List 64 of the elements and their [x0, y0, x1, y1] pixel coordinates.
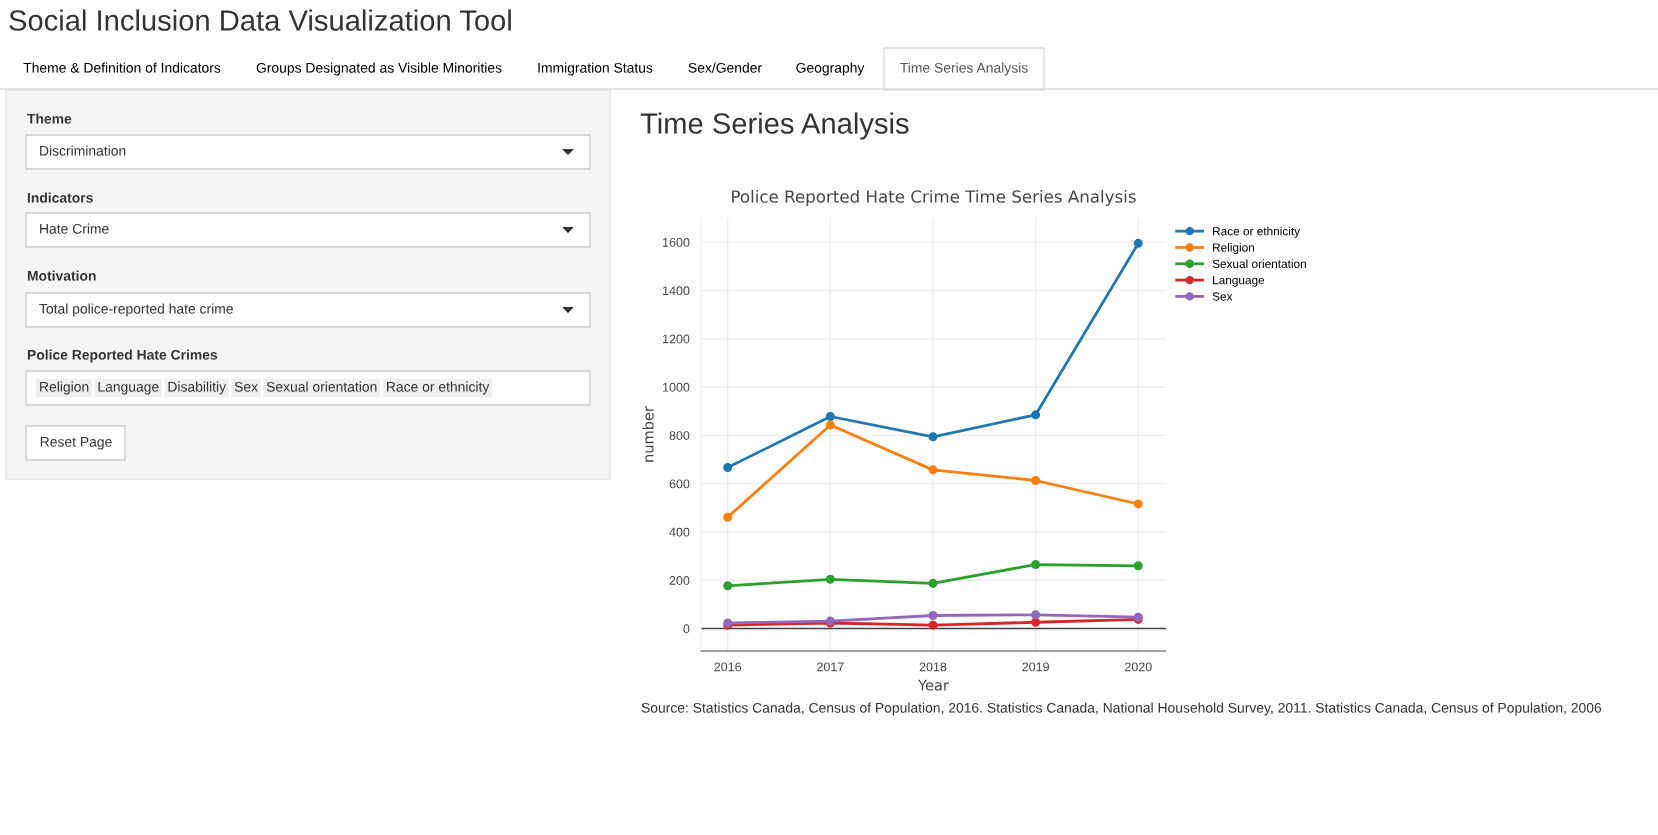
text: Indicators — [27, 192, 93, 203]
point — [928, 620, 938, 630]
text: Reset Page — [40, 437, 112, 450]
point — [825, 411, 835, 422]
text: Hate Crime — [40, 223, 109, 234]
text: Sex — [234, 381, 258, 392]
legend-label: Religion — [1213, 243, 1255, 255]
point — [825, 574, 835, 584]
point — [928, 578, 938, 588]
point — [1133, 499, 1143, 509]
x-tick-label: 2017 — [817, 662, 844, 672]
text: Disabilitiy — [168, 381, 226, 395]
text: Police Reported Hate Crimes — [27, 349, 218, 363]
legend-label: Race or ethnicity — [1213, 226, 1301, 238]
text: Sex/Gender — [688, 62, 762, 73]
text: Race or ethnicity — [387, 381, 490, 395]
legend-label: Sex — [1212, 292, 1233, 301]
text: Religion — [40, 381, 89, 395]
legend-label: Language — [1213, 276, 1265, 287]
point — [723, 462, 733, 472]
text: Immigration Status — [538, 62, 653, 76]
text: Sexual orientation — [266, 381, 377, 392]
text: Discrimination — [40, 145, 126, 156]
point — [723, 581, 733, 591]
y-tick-label: 1000 — [663, 382, 690, 392]
y-tick-label: 0 — [683, 624, 690, 634]
text: Social Inclusion Data Visualization Tool — [9, 9, 511, 31]
y-tick-label: 1600 — [663, 237, 690, 247]
text: Geography — [796, 62, 865, 76]
text: Groups Designated as Visible Minorities — [256, 62, 502, 76]
x-tick-label: 2019 — [1022, 662, 1049, 672]
y-tick-label: 600 — [669, 479, 690, 489]
x-tick-label: 2018 — [919, 662, 947, 672]
x-tick-label: 2016 — [714, 662, 742, 672]
text: Theme & Definition of Indicators — [23, 62, 221, 73]
y-axis-title: number — [642, 406, 654, 462]
point — [825, 420, 835, 430]
source-note: Source: Statistics Canada, Census of Population, 2016. Statistics Canada, National Household Survey, 2011. Statistics Canada, Census of Population, 2006 — [641, 702, 1602, 716]
point — [928, 432, 938, 442]
y-tick-label: 1400 — [663, 286, 690, 296]
point — [723, 512, 733, 522]
legend-label: Sexual orientation — [1212, 259, 1306, 269]
point — [1031, 610, 1041, 620]
point — [1133, 238, 1143, 248]
text: Total police-reported hate crime — [39, 303, 233, 317]
point — [928, 610, 938, 621]
text: Time Series Analysis — [900, 62, 1028, 76]
x-tick-label: 2020 — [1125, 662, 1152, 672]
text: Motivation — [27, 270, 96, 281]
text: Language — [98, 382, 159, 395]
point — [1031, 410, 1041, 420]
point — [1133, 561, 1143, 571]
point — [1031, 560, 1041, 570]
point — [1031, 617, 1041, 627]
point — [928, 465, 938, 475]
x-axis-title: Year — [918, 679, 949, 691]
y-tick-label: 1200 — [663, 334, 690, 344]
y-tick-label: 400 — [669, 527, 690, 537]
y-tick-label: 800 — [669, 431, 690, 440]
text: Theme — [27, 113, 72, 124]
chart-title: Police Reported Hate Crime Time Series Analysis — [732, 189, 1136, 207]
text: Time Series Analysis — [640, 112, 909, 140]
point — [1031, 475, 1041, 486]
y-tick-label: 200 — [669, 576, 690, 585]
